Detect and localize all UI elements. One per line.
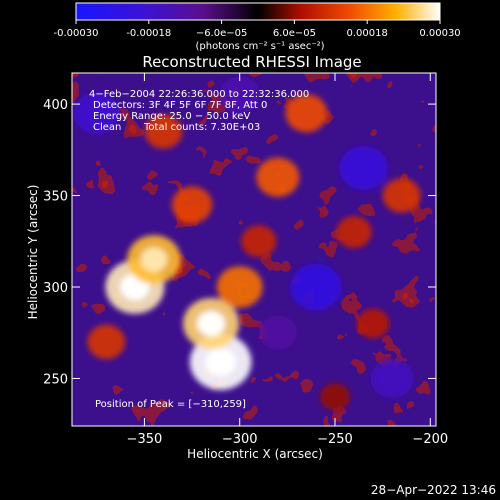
heatmap-coldspot — [73, 92, 120, 135]
colorbar-tick-label: -0.00030 — [54, 28, 99, 39]
x-tick-label: −200 — [412, 432, 448, 447]
annotation-detectors: Detectors: 3F 4F 5F 6F 7F 8F, Att 0 — [93, 100, 267, 111]
heatmap-hotspot — [171, 186, 213, 224]
annotation-energy-range: Energy Range: 25.0 − 50.0 keV — [93, 111, 250, 122]
heatmap-coldspot — [370, 358, 414, 399]
heatmap-hotspot — [320, 383, 350, 411]
heatmap-hotspot — [216, 266, 263, 308]
annotation-time-range: 4−Feb−2004 22:26:36.000 to 22:32:36.000 — [89, 89, 309, 100]
heatmap-hotspot — [336, 216, 372, 249]
y-axis-ticks: 250 300 350 400 — [43, 98, 436, 387]
x-axis-ticks: −350 −300 −250 −200 — [127, 73, 448, 447]
heatmap-blobs — [73, 76, 421, 411]
x-tick-label: −350 — [127, 432, 163, 447]
heatmap-hotspot-core — [197, 310, 226, 337]
plot-frame — [71, 72, 437, 427]
colorbar-tick-label: -0.00018 — [126, 28, 171, 39]
y-axis-label: Heliocentric Y (arcsec) — [26, 185, 40, 320]
colorbar-unit-label: (photons cm⁻² s⁻¹ asec⁻²) — [195, 41, 324, 52]
heatmap-hotspot — [144, 114, 183, 149]
heatmap-hotspot — [256, 157, 300, 197]
heatmap-hotspot — [285, 94, 328, 133]
footer-timestamp: 28−Apr−2022 13:46 — [371, 483, 496, 497]
heatmap-hotspot-core — [205, 347, 237, 376]
chart-title: Reconstructed RHESSI Image — [142, 53, 361, 71]
colorbar-tick-label: 0.00030 — [419, 28, 460, 39]
annotation-total-counts: Total counts: 7.30E+03 — [143, 122, 260, 133]
colorbar: -0.00030 -0.00018 −6.0e−05 6.0e−05 0.00018 0.… — [54, 2, 461, 52]
heatmap-hotspot — [356, 308, 390, 339]
heatmap-coldspot — [219, 76, 260, 114]
heatmap-hotspot — [382, 178, 421, 213]
colorbar-tick-label: 6.0e−05 — [273, 28, 316, 39]
x-tick-label: −300 — [222, 432, 258, 447]
y-tick-label: 400 — [43, 98, 68, 113]
heatmap-hotspot-core — [140, 247, 168, 272]
colorbar-tick-label: 0.00018 — [347, 28, 388, 39]
heatmap-hotspot — [87, 324, 126, 360]
colorbar-ticks: -0.00030 -0.00018 −6.0e−05 6.0e−05 0.00018 0.… — [54, 20, 461, 39]
peak-position-label: Position of Peak = [−310,259] — [95, 399, 246, 410]
heatmap-coldspot — [339, 146, 388, 191]
y-tick-label: 350 — [43, 190, 68, 205]
plot-area — [72, 73, 436, 426]
heatmap-hotspot — [241, 225, 277, 258]
x-axis-label: Heliocentric X (arcsec) — [187, 447, 323, 461]
heatmap-coldspot — [258, 315, 297, 350]
annotation-clean: Clean — [93, 122, 121, 133]
heatmap-coldspot — [290, 263, 342, 311]
y-tick-label: 300 — [43, 281, 68, 296]
x-tick-label: −250 — [317, 432, 353, 447]
colorbar-tick-label: −6.0e−05 — [196, 28, 248, 39]
info-annotations: 4−Feb−2004 22:26:36.000 to 22:32:36.000 … — [89, 89, 309, 410]
y-tick-label: 250 — [43, 372, 68, 387]
colorbar-gradient — [75, 2, 441, 21]
